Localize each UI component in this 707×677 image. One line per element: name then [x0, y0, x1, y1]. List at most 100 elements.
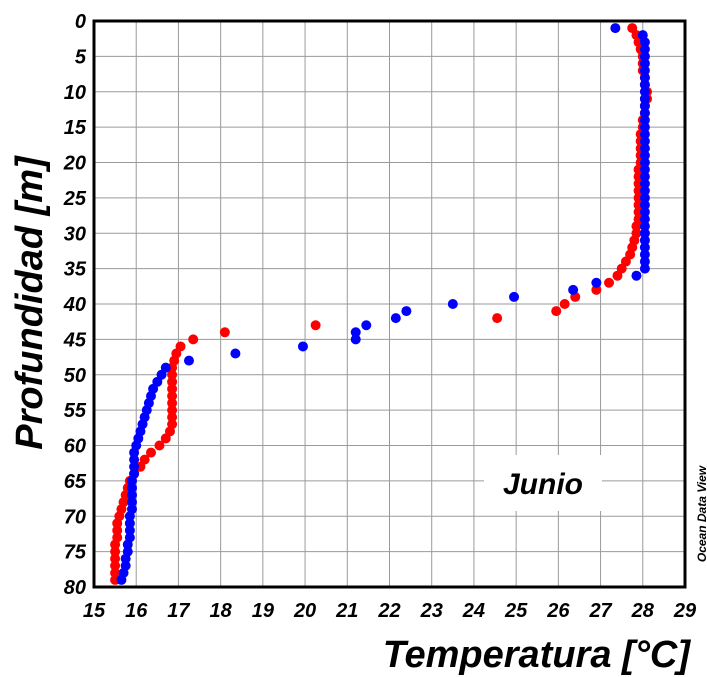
data-point — [110, 546, 121, 557]
data-point — [126, 482, 137, 493]
data-point — [230, 348, 241, 359]
x-tick-label: 21 — [335, 600, 358, 622]
data-point — [639, 178, 650, 189]
y-tick-label: 30 — [64, 223, 86, 245]
watermark-label: Ocean Data View — [695, 465, 707, 562]
data-point — [639, 143, 650, 154]
data-point — [145, 447, 156, 458]
data-point — [639, 136, 650, 147]
data-point — [551, 306, 562, 317]
data-point — [154, 440, 165, 451]
data-point — [639, 86, 650, 97]
data-point — [110, 567, 121, 578]
data-point — [124, 525, 135, 536]
data-point — [639, 107, 650, 118]
data-point — [639, 207, 650, 218]
data-point — [126, 497, 137, 508]
y-tick-label: 80 — [64, 577, 86, 599]
x-axis-title: Temperatura [°C] — [383, 634, 692, 676]
data-point — [120, 553, 131, 564]
data-point — [639, 157, 650, 168]
x-tick-label: 17 — [167, 600, 190, 622]
data-point — [639, 192, 650, 203]
data-point — [110, 553, 121, 564]
data-point — [568, 284, 579, 295]
data-point — [126, 490, 137, 501]
x-tick-label: 29 — [673, 600, 697, 622]
data-point — [350, 334, 361, 345]
y-tick-label: 0 — [75, 11, 86, 33]
y-tick-label: 65 — [64, 471, 87, 493]
y-axis-title: Profundidad [m] — [9, 155, 51, 450]
data-point — [610, 23, 621, 34]
data-point — [639, 263, 650, 274]
data-point — [639, 65, 650, 76]
x-tick-label: 23 — [420, 600, 443, 622]
y-tick-label: 10 — [64, 82, 86, 104]
data-point — [639, 199, 650, 210]
data-point — [219, 327, 230, 338]
y-tick-label: 35 — [64, 259, 87, 281]
data-point — [401, 306, 412, 317]
data-point — [167, 398, 178, 409]
x-tick-label: 16 — [125, 600, 148, 622]
data-point — [639, 164, 650, 175]
data-point — [129, 461, 140, 472]
data-point — [604, 277, 615, 288]
y-tick-label: 25 — [63, 188, 87, 210]
data-point — [110, 539, 121, 550]
x-tick-label: 24 — [462, 600, 485, 622]
y-tick-label: 5 — [75, 46, 87, 68]
data-point — [639, 235, 650, 246]
data-point — [167, 383, 178, 394]
data-point — [390, 313, 401, 324]
data-point — [188, 334, 199, 345]
data-point — [167, 376, 178, 387]
x-tick-label: 28 — [631, 600, 655, 622]
data-point — [639, 115, 650, 126]
data-point — [639, 100, 650, 111]
data-point — [559, 299, 570, 309]
data-point — [167, 412, 178, 423]
data-point — [591, 284, 602, 295]
data-point — [639, 122, 650, 133]
data-point — [639, 150, 650, 161]
data-point — [160, 433, 171, 444]
x-tick-label: 20 — [293, 600, 316, 622]
data-point — [639, 242, 650, 253]
y-tick-label: 50 — [64, 365, 86, 387]
data-point — [447, 299, 458, 309]
data-point — [639, 72, 650, 83]
data-point — [350, 327, 361, 338]
data-point — [639, 249, 650, 260]
data-point — [612, 270, 623, 281]
data-point — [639, 171, 650, 182]
data-point — [110, 560, 121, 571]
data-point — [639, 221, 650, 232]
data-point — [631, 270, 642, 281]
data-point — [183, 355, 194, 366]
data-point — [167, 390, 178, 401]
series-2 — [116, 23, 650, 585]
data-point — [129, 454, 140, 465]
annotation-label: Junio — [503, 468, 583, 501]
data-point — [639, 37, 650, 48]
x-tick-label: 25 — [504, 600, 528, 622]
data-point — [361, 320, 372, 331]
x-tick-label: 22 — [377, 600, 400, 622]
data-point — [112, 518, 123, 529]
data-point — [122, 539, 133, 550]
data-point — [639, 93, 650, 104]
x-tick-label: 18 — [210, 600, 233, 622]
annotation-box: Junio — [484, 455, 602, 511]
data-point — [509, 291, 520, 302]
data-point — [492, 313, 503, 324]
data-point — [167, 405, 178, 416]
data-point — [129, 447, 140, 458]
data-point — [591, 277, 602, 288]
x-tick-label: 15 — [83, 600, 106, 622]
data-point — [112, 525, 123, 536]
data-point — [639, 51, 650, 62]
data-point — [639, 185, 650, 196]
